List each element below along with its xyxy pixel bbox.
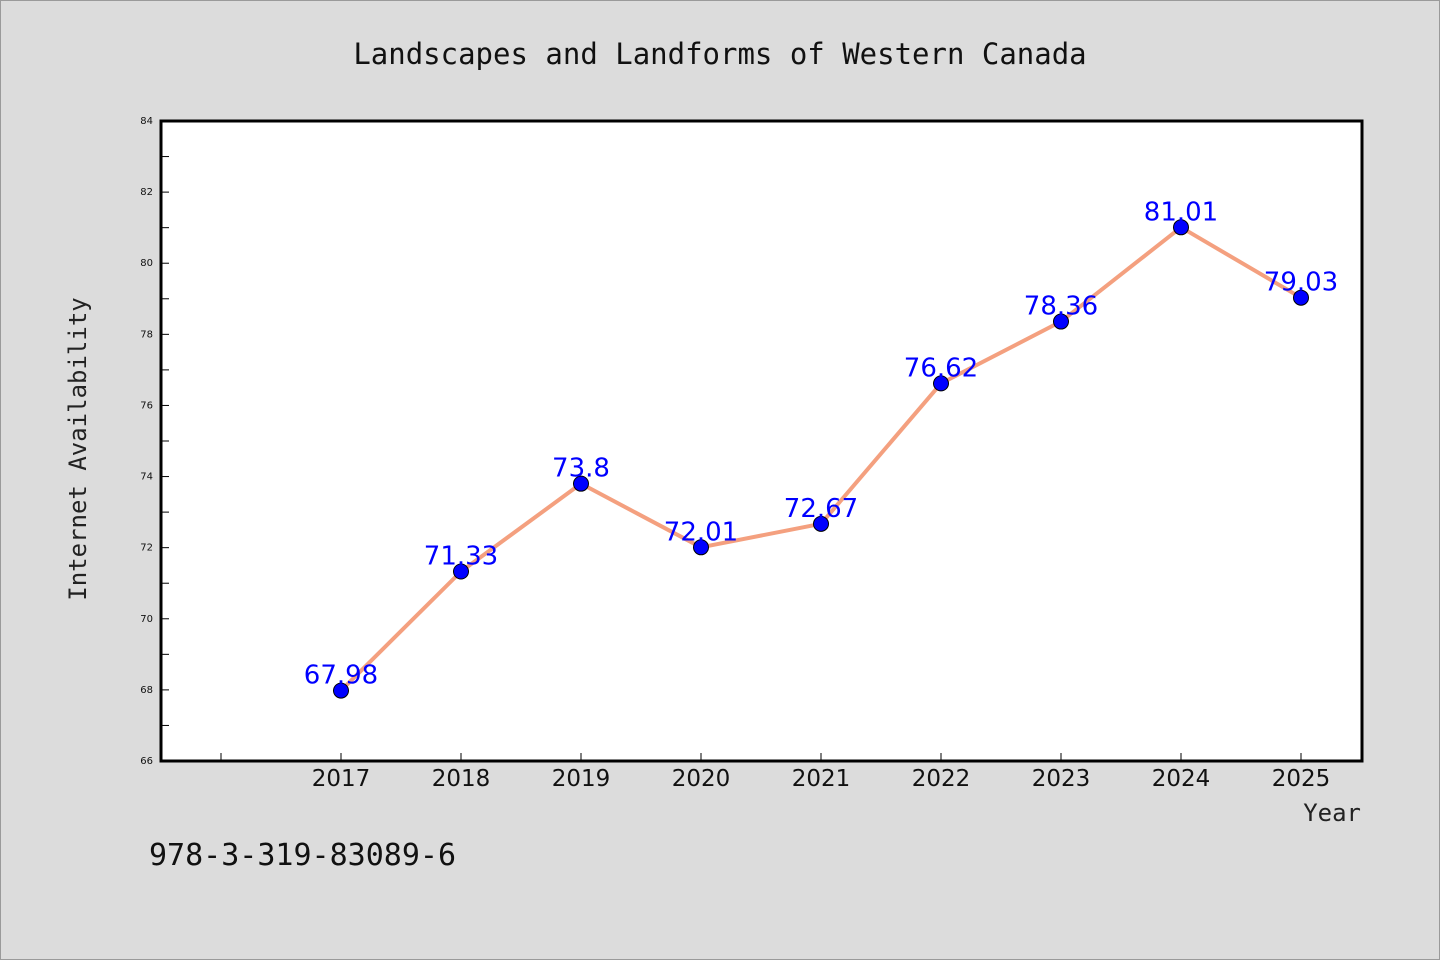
y-tick-label: 76: [140, 400, 153, 411]
y-tick-label: 74: [140, 472, 153, 483]
y-tick-label: 78: [140, 329, 153, 340]
y-axis: 66 68 70 72 74 76 78 80 82 84: [140, 116, 169, 767]
x-axis-label: Year: [1303, 799, 1361, 827]
x-tick-label: 2019: [552, 766, 611, 792]
y-tick-label: 72: [140, 543, 153, 554]
isbn-text: 978-3-319-83089-6: [149, 838, 456, 873]
x-tick-label: 2020: [672, 766, 731, 792]
y-tick-label: 70: [140, 614, 153, 625]
data-point: [813, 515, 829, 532]
x-tick-label: 2024: [1152, 766, 1211, 792]
data-point: [1053, 313, 1069, 330]
series: 67.98 71.33 73.8 72.01 72.67 76.62 78.36 81.01 7…: [304, 197, 1338, 699]
x-tick-label: 2021: [792, 766, 851, 792]
data-label: 72.67: [784, 494, 858, 524]
y-tick-label: 84: [140, 116, 153, 127]
data-point: [573, 475, 589, 492]
data-label: 79.03: [1264, 268, 1338, 298]
x-tick-label: 2023: [1032, 766, 1091, 792]
data-point: [693, 539, 709, 556]
data-point: [453, 563, 469, 580]
y-axis-label: Internet Availability: [64, 297, 92, 600]
data-label: 81.01: [1144, 197, 1218, 227]
data-point: [933, 375, 949, 392]
data-point: [1173, 219, 1189, 236]
data-label: 72.01: [664, 517, 738, 547]
x-tick-label: 2025: [1272, 766, 1331, 792]
x-tick-label: 2022: [912, 766, 971, 792]
data-label: 76.62: [904, 353, 978, 383]
data-label: 67.98: [304, 661, 378, 691]
data-point: [333, 682, 349, 699]
x-axis: 2017 2018 2019 2020 2021 2022 2023 2024 2025: [220, 753, 1331, 792]
plot-area: [159, 119, 1364, 763]
data-label: 73.8: [552, 454, 610, 484]
chart-title: Landscapes and Landforms of Western Cana…: [353, 37, 1086, 71]
y-tick-label: 66: [140, 756, 153, 767]
data-label: 78.36: [1024, 292, 1098, 322]
data-label: 71.33: [424, 541, 498, 571]
x-tick-label: 2017: [312, 766, 371, 792]
data-point: [1293, 289, 1309, 306]
x-tick-label: 2018: [432, 766, 491, 792]
y-tick-label: 68: [140, 685, 153, 696]
y-tick-label: 80: [140, 258, 153, 269]
y-tick-label: 82: [140, 187, 153, 198]
